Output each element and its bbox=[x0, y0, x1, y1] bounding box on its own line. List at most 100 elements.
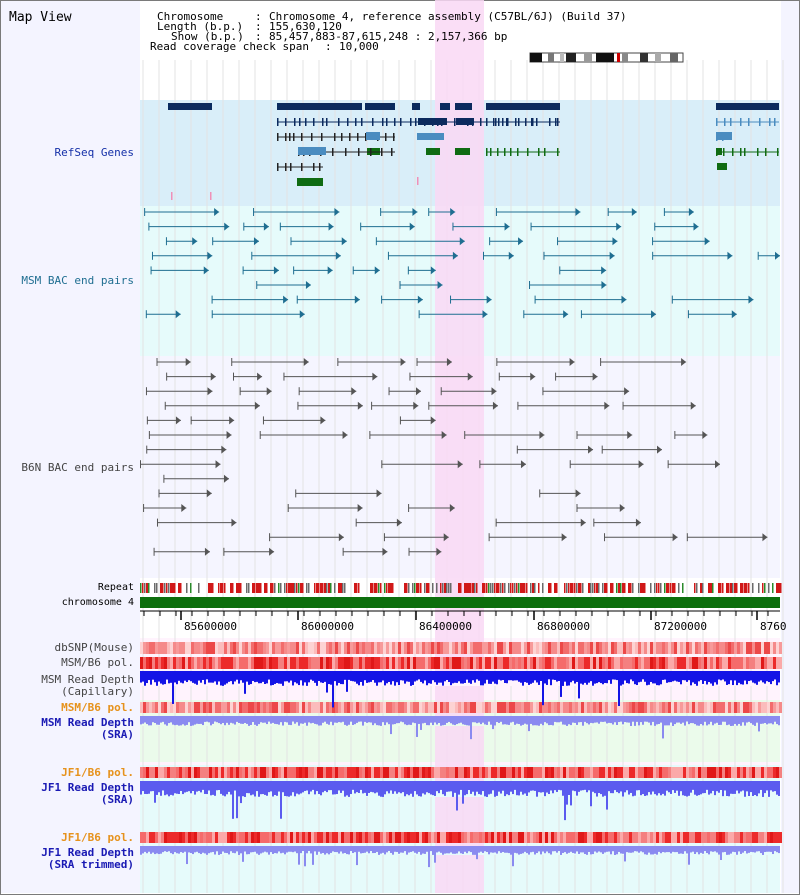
polymorphism-cell bbox=[569, 767, 572, 778]
read-depth-bar bbox=[206, 716, 208, 722]
read-depth-bar bbox=[296, 716, 298, 723]
read-depth-bar bbox=[256, 671, 258, 682]
read-depth-bar bbox=[750, 671, 752, 681]
polymorphism-cell bbox=[626, 657, 629, 669]
polymorphism-cell bbox=[530, 702, 533, 713]
repeat-element bbox=[440, 583, 442, 593]
track-label-msm-bac[interactable]: MSM BAC end pairs bbox=[21, 274, 134, 287]
refseq-exon-tick bbox=[748, 118, 750, 126]
polymorphism-cell bbox=[656, 767, 659, 778]
polymorphism-cell bbox=[320, 642, 323, 654]
read-depth-bar bbox=[766, 846, 768, 852]
read-depth-bar bbox=[698, 781, 700, 796]
polymorphism-cell bbox=[155, 702, 158, 713]
read-depth-bar bbox=[402, 671, 404, 681]
read-depth-bar bbox=[218, 716, 220, 724]
read-depth-bar bbox=[398, 846, 400, 854]
polymorphism-cell bbox=[722, 702, 725, 713]
track-label-b6n-bac[interactable]: B6N BAC end pairs bbox=[21, 461, 134, 474]
read-depth-bar bbox=[738, 781, 740, 794]
polymorphism-cell bbox=[314, 642, 317, 654]
read-depth-bar bbox=[248, 716, 250, 726]
read-depth-bar bbox=[732, 846, 734, 852]
read-depth-bar bbox=[360, 716, 362, 722]
read-depth-bar bbox=[764, 781, 766, 794]
read-depth-bar bbox=[462, 846, 464, 854]
repeat-element bbox=[548, 583, 552, 593]
read-depth-bar bbox=[518, 716, 520, 725]
polymorphism-cell bbox=[215, 657, 218, 669]
polymorphism-cell bbox=[308, 657, 311, 669]
read-depth-bar bbox=[682, 781, 684, 796]
polymorphism-cell bbox=[713, 657, 716, 669]
read-depth-bar bbox=[158, 781, 160, 793]
read-depth-bar bbox=[226, 846, 228, 854]
polymorphism-cell bbox=[620, 832, 623, 843]
polymorphism-cell bbox=[260, 767, 263, 778]
read-depth-bar bbox=[542, 716, 544, 726]
read-depth-bar bbox=[574, 671, 576, 684]
polymorphism-cell bbox=[566, 657, 569, 669]
read-depth-bar bbox=[664, 846, 666, 853]
polymorphism-cell bbox=[407, 702, 410, 713]
polymorphism-cell bbox=[605, 657, 608, 669]
repeat-element bbox=[450, 583, 452, 593]
repeat-element bbox=[494, 583, 496, 593]
read-depth-bar bbox=[554, 671, 556, 680]
polymorphism-cell bbox=[599, 642, 602, 654]
read-depth-bar bbox=[598, 716, 600, 724]
read-depth-bar bbox=[460, 846, 462, 854]
polymorphism-cell bbox=[194, 702, 197, 713]
polymorphism-cell bbox=[725, 767, 728, 778]
polymorphism-cell bbox=[350, 832, 353, 843]
read-depth-bar bbox=[302, 716, 304, 724]
read-depth-bar bbox=[556, 671, 558, 682]
read-depth-bar bbox=[196, 671, 198, 685]
polymorphism-cell bbox=[434, 657, 437, 669]
polymorphism-cell bbox=[695, 767, 698, 778]
read-depth-bar bbox=[760, 716, 762, 724]
track-label-refseq[interactable]: RefSeq Genes bbox=[54, 146, 134, 159]
read-depth-bar bbox=[488, 781, 490, 795]
read-depth-bar bbox=[746, 846, 748, 854]
read-depth-bar bbox=[712, 716, 714, 726]
polymorphism-cell bbox=[548, 657, 551, 669]
read-depth-bar bbox=[358, 716, 360, 722]
polymorphism-cell bbox=[482, 642, 485, 654]
polymorphism-cell bbox=[767, 657, 770, 669]
polymorphism-cell bbox=[359, 657, 362, 669]
polymorphism-cell bbox=[440, 657, 443, 669]
read-depth-bar bbox=[214, 846, 216, 855]
polymorphism-cell bbox=[461, 642, 464, 654]
polymorphism-cell bbox=[338, 702, 341, 713]
read-depth-bar bbox=[486, 846, 488, 853]
repeat-element bbox=[224, 583, 226, 593]
polymorphism-cell bbox=[518, 642, 521, 654]
read-depth-bar bbox=[366, 781, 368, 796]
read-depth-bar bbox=[476, 846, 478, 860]
polymorphism-cell bbox=[314, 832, 317, 843]
polymorphism-cell bbox=[326, 642, 329, 654]
polymorphism-cell bbox=[344, 702, 347, 713]
read-depth-bar bbox=[312, 846, 314, 865]
repeat-element bbox=[442, 583, 444, 593]
read-depth-bar bbox=[744, 671, 746, 681]
polymorphism-cell bbox=[671, 702, 674, 713]
polymorphism-cell bbox=[539, 642, 542, 654]
polymorphism-cell bbox=[491, 767, 494, 778]
read-depth-bar bbox=[640, 846, 642, 852]
read-depth-bar bbox=[140, 781, 142, 795]
read-depth-bar bbox=[560, 781, 562, 791]
polymorphism-cell bbox=[272, 767, 275, 778]
polymorphism-cell bbox=[203, 657, 206, 669]
polymorphism-cell bbox=[143, 702, 146, 713]
read-depth-bar bbox=[238, 671, 240, 684]
polymorphism-cell bbox=[665, 642, 668, 654]
read-depth-bar bbox=[726, 781, 728, 796]
repeat-element bbox=[144, 583, 146, 593]
polymorphism-cell bbox=[380, 657, 383, 669]
read-depth-bar bbox=[332, 671, 334, 708]
repeat-element bbox=[408, 583, 410, 593]
refseq-exon-tick bbox=[424, 118, 426, 126]
